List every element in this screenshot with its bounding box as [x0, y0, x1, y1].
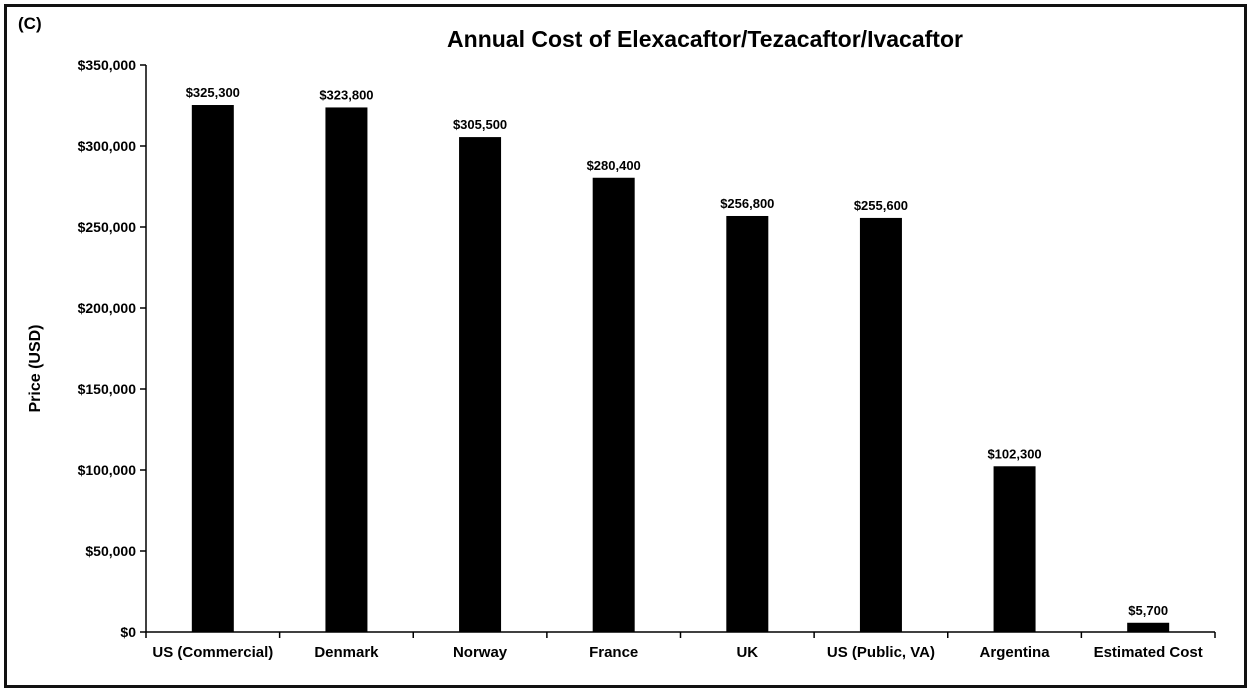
bar	[859, 217, 902, 633]
data-label: $5,700	[1128, 603, 1168, 618]
x-category-label: Argentina	[980, 644, 1051, 661]
y-tick-label: $150,000	[78, 381, 137, 397]
y-tick-label: $50,000	[85, 543, 136, 559]
y-tick-label: $250,000	[78, 219, 137, 235]
data-labels: $325,300 $323,800 $305,500 $280,400 $256,800…	[186, 85, 1168, 618]
x-category-label: France	[589, 644, 638, 661]
panel-label: (C)	[18, 14, 42, 33]
bar	[459, 137, 502, 632]
bars	[191, 105, 1170, 633]
x-category-label: US (Commercial)	[152, 644, 273, 661]
data-label: $255,600	[854, 198, 908, 213]
y-axis-title: Price (USD)	[27, 324, 44, 412]
bar	[1127, 622, 1170, 632]
x-axis: US (Commercial) Denmark Norway France UK US (…	[145, 631, 1216, 661]
data-label: $305,500	[453, 117, 507, 132]
data-label: $280,400	[587, 158, 641, 173]
x-category-label: US (Public, VA)	[827, 644, 935, 661]
y-axis: $0 $50,000 $100,000 $150,000 $200,000 $250,00…	[78, 57, 147, 640]
bar	[726, 215, 769, 632]
bar	[191, 105, 234, 633]
data-label: $323,800	[319, 87, 373, 102]
chart-frame	[4, 4, 1247, 688]
data-label: $102,300	[987, 446, 1041, 461]
x-category-label: Denmark	[314, 644, 379, 661]
bar	[325, 107, 368, 633]
y-tick-label: $300,000	[78, 138, 137, 154]
data-label: $325,300	[186, 85, 240, 100]
y-tick-label: $0	[120, 624, 136, 640]
x-category-label: Norway	[453, 644, 508, 661]
data-label: $256,800	[720, 196, 774, 211]
x-category-label: UK	[736, 644, 758, 661]
bar	[592, 177, 635, 632]
y-tick-label: $350,000	[78, 57, 137, 73]
x-category-label: Estimated Cost	[1094, 644, 1203, 661]
y-tick-label: $100,000	[78, 462, 137, 478]
bar	[993, 466, 1036, 632]
y-tick-label: $200,000	[78, 300, 137, 316]
chart-title: Annual Cost of Elexacaftor/Tezacaftor/Iv…	[447, 26, 963, 52]
